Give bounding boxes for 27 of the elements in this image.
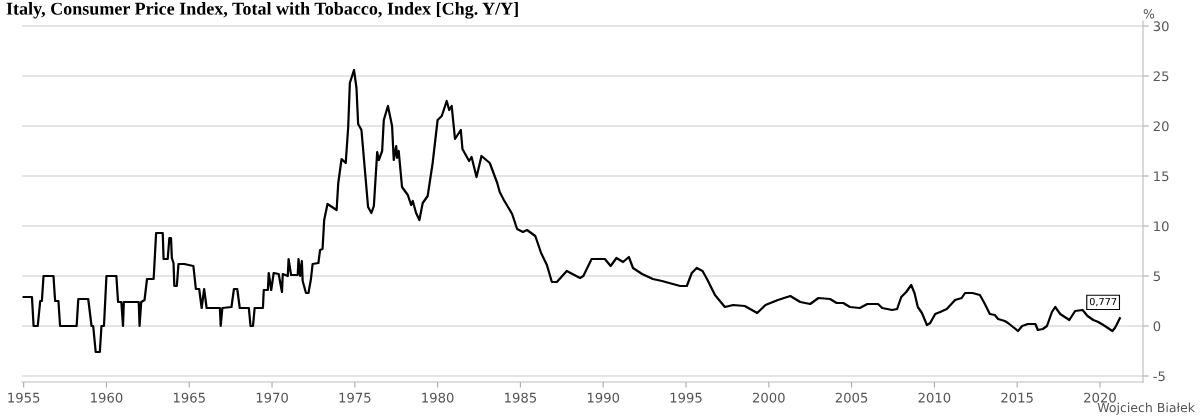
x-tick-label: 1970	[256, 392, 288, 403]
text: Wojciech Białek	[1097, 402, 1195, 415]
y-tick-label: 25	[1153, 71, 1169, 82]
line-series	[22, 68, 1121, 354]
x-tick-label: 1960	[91, 392, 123, 403]
y-tick-label: 30	[1153, 21, 1169, 32]
x-tick-label: 1975	[339, 392, 371, 403]
y-tick-label: 0	[1153, 321, 1161, 332]
x-tick-label: 2015	[1001, 392, 1033, 403]
x-tick-label: 2010	[918, 392, 951, 403]
x-tick-label: 1965	[173, 392, 205, 403]
chart-title: Italy, Consumer Price Index, Total with Tobacco, Index [Chg. Y/Y]	[6, 2, 518, 19]
x-tick-label: 2000	[752, 392, 785, 403]
x-tick-label: 2020	[1084, 392, 1116, 403]
y-tick-label: 15	[1154, 171, 1169, 182]
y-tick-label: 5	[1153, 271, 1160, 282]
x-tick-label: 1985	[505, 392, 537, 403]
x-tick-label: 1955	[8, 392, 40, 403]
y-axis-title: %	[1143, 9, 1155, 19]
y-tick-label: -5	[1153, 371, 1165, 382]
y-tick-label: 10	[1154, 221, 1169, 232]
x-tick-label: 1980	[422, 392, 454, 403]
x-tick-label: 1990	[587, 392, 620, 403]
x-tick-label: 1995	[670, 392, 702, 403]
y-tick-label: 20	[1153, 121, 1169, 132]
data-label: 0,777	[1089, 297, 1117, 307]
x-tick-label: 2005	[835, 392, 868, 403]
